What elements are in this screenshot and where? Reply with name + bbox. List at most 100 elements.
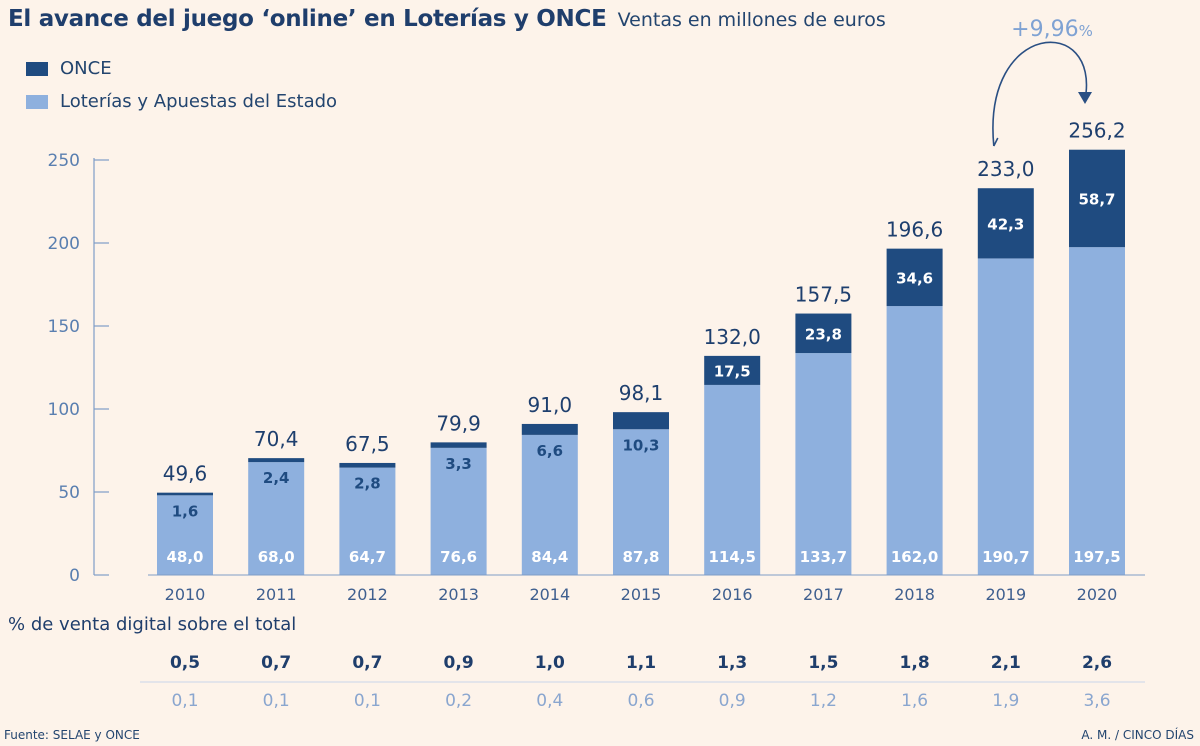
- bar-once-2010: [157, 492, 213, 496]
- table-cell-row1-2010: 0,5: [170, 653, 200, 673]
- legend-item-once: ONCE: [26, 52, 337, 85]
- bar-once-2019: [977, 188, 1034, 259]
- table-cell-row2-2020: 3,6: [1083, 691, 1110, 711]
- label-total-2019: 233,0: [977, 157, 1034, 181]
- label-loterias-2016: 114,5: [708, 548, 755, 566]
- annotation-arrow: [992, 41, 1088, 147]
- label-once-2016: 17,5: [714, 362, 751, 380]
- y-tick-label: 200: [48, 234, 80, 254]
- bar-loterias-2013: [430, 447, 487, 575]
- label-once-2012: 2,8: [354, 475, 381, 493]
- source-note: Fuente: SELAE y ONCE: [4, 728, 140, 742]
- table-cell-row1-2020: 2,6: [1082, 653, 1112, 673]
- label-loterias-2015: 87,8: [622, 548, 659, 566]
- label-total-2010: 49,6: [163, 462, 208, 486]
- bar-loterias-2016: [704, 384, 761, 575]
- chart-subtitle: Ventas en millones de euros: [617, 9, 886, 31]
- label-loterias-2012: 64,7: [349, 548, 386, 566]
- x-tick-label-2020: 2020: [1077, 585, 1118, 604]
- bar-once-2015: [613, 412, 669, 430]
- label-loterias-2013: 76,6: [440, 548, 477, 566]
- bar-loterias-2015: [613, 429, 669, 575]
- label-loterias-2020: 197,5: [1073, 548, 1120, 566]
- bar-loterias-2018: [886, 306, 943, 575]
- table-cell-row1-2011: 0,7: [261, 653, 291, 673]
- bar-once-2016: [704, 355, 761, 385]
- label-once-2010: 1,6: [172, 502, 199, 520]
- table-cell-row2-2013: 0,2: [445, 691, 472, 711]
- table-cell-row2-2011: 0,1: [263, 691, 290, 711]
- arrow-head-icon: [1078, 92, 1092, 104]
- table-cell-row2-2012: 0,1: [354, 691, 381, 711]
- title-row: El avance del juego ‘online’ en Loterías…: [8, 6, 886, 32]
- table-cell-row1-2015: 1,1: [626, 653, 656, 673]
- table-cell-row2-2014: 0,4: [536, 691, 563, 711]
- legend-item-loterias: Loterías y Apuestas del Estado: [26, 85, 337, 118]
- bar-once-2020: [1069, 149, 1125, 248]
- x-tick-label-2019: 2019: [985, 585, 1026, 604]
- table-cell-row2-2017: 1,2: [810, 691, 837, 711]
- table-cell-row1-2014: 1,0: [535, 653, 565, 673]
- label-loterias-2011: 68,0: [258, 548, 295, 566]
- x-tick-label-2018: 2018: [894, 585, 935, 604]
- label-total-2012: 67,5: [345, 432, 390, 456]
- annotation-unit: %: [1079, 22, 1093, 40]
- label-loterias-2014: 84,4: [531, 548, 568, 566]
- label-once-2011: 2,4: [263, 469, 290, 487]
- bar-loterias-2019: [977, 258, 1034, 575]
- bar-loterias-2011: [248, 462, 305, 575]
- table-cell-row1-2016: 1,3: [717, 653, 747, 673]
- label-total-2018: 196,6: [886, 218, 943, 242]
- label-total-2017: 157,5: [795, 283, 852, 307]
- legend-label-loterias: Loterías y Apuestas del Estado: [60, 91, 338, 112]
- bar-once-2014: [521, 423, 578, 435]
- label-loterias-2018: 162,0: [891, 548, 938, 566]
- label-loterias-2010: 48,0: [166, 548, 203, 566]
- bar-once-2013: [430, 442, 487, 448]
- y-tick-label: 100: [48, 400, 80, 420]
- label-once-2018: 34,6: [896, 269, 933, 287]
- table-cell-row1-2013: 0,9: [444, 653, 474, 673]
- chart-title: El avance del juego ‘online’ en Loterías…: [8, 6, 607, 32]
- label-once-2020: 58,7: [1078, 190, 1115, 208]
- legend-swatch-loterias: [26, 94, 48, 109]
- y-tick-label: 50: [58, 483, 80, 503]
- table-cell-row2-2015: 0,6: [627, 691, 654, 711]
- bar-loterias-2012: [339, 467, 396, 575]
- bar-once-2011: [248, 458, 305, 463]
- label-total-2013: 79,9: [436, 411, 481, 435]
- table-cell-row2-2018: 1,6: [901, 691, 928, 711]
- label-once-2019: 42,3: [987, 215, 1024, 233]
- bar-loterias-2017: [795, 353, 852, 575]
- y-tick-label: 250: [48, 151, 80, 171]
- label-loterias-2017: 133,7: [800, 548, 847, 566]
- annotation-label: +9,96%: [1011, 17, 1093, 42]
- label-total-2011: 70,4: [254, 427, 299, 451]
- x-tick-label-2016: 2016: [712, 585, 753, 604]
- label-loterias-2019: 190,7: [982, 548, 1029, 566]
- table-cell-row1-2017: 1,5: [808, 653, 838, 673]
- table-cell-row1-2012: 0,7: [352, 653, 382, 673]
- label-total-2014: 91,0: [528, 393, 573, 417]
- label-once-2017: 23,8: [805, 325, 842, 343]
- x-tick-label-2012: 2012: [347, 585, 388, 604]
- table-cell-row1-2019: 2,1: [991, 653, 1021, 673]
- label-once-2015: 10,3: [622, 436, 659, 454]
- bar-loterias-2014: [521, 434, 578, 575]
- x-tick-label-2011: 2011: [256, 585, 297, 604]
- x-tick-label-2014: 2014: [529, 585, 570, 604]
- x-tick-label-2010: 2010: [165, 585, 206, 604]
- table-cell-row2-2010: 0,1: [171, 691, 198, 711]
- annotation-value: +9,96: [1011, 17, 1078, 42]
- label-total-2015: 98,1: [619, 381, 664, 405]
- bar-once-2012: [339, 462, 396, 468]
- legend-swatch-once: [26, 61, 48, 76]
- label-total-2016: 132,0: [704, 325, 761, 349]
- bar-loterias-2020: [1069, 247, 1125, 575]
- table-cell-row2-2016: 0,9: [719, 691, 746, 711]
- bar-once-2018: [886, 248, 943, 307]
- y-tick-label: 0: [69, 566, 80, 586]
- table-cell-row1-2018: 1,8: [900, 653, 930, 673]
